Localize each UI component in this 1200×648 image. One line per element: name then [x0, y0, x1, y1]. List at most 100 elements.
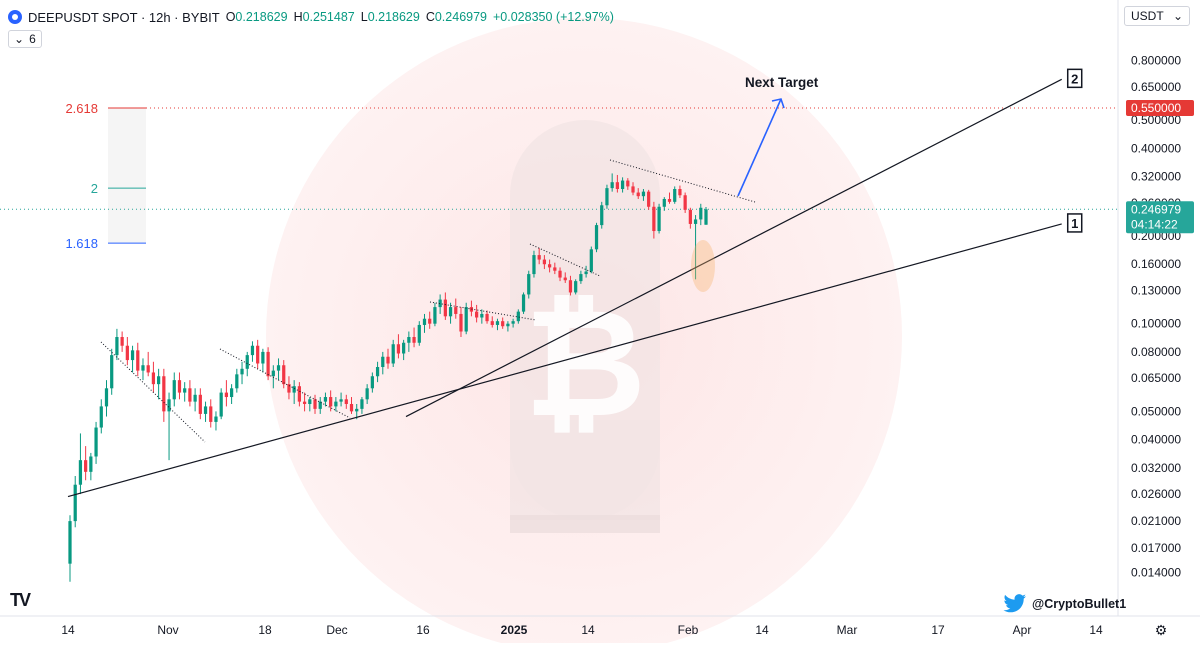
candle[interactable] — [542, 255, 547, 270]
candle[interactable] — [256, 339, 260, 369]
candle[interactable] — [177, 372, 182, 400]
resistance-trendline[interactable] — [529, 243, 601, 277]
candle[interactable] — [292, 380, 296, 404]
candle[interactable] — [631, 182, 635, 196]
candle[interactable] — [110, 348, 114, 395]
symbol-icon[interactable] — [8, 10, 22, 24]
candle[interactable] — [391, 339, 395, 368]
candle[interactable] — [521, 292, 526, 314]
candle[interactable] — [584, 265, 588, 278]
candle[interactable] — [261, 348, 265, 373]
candle[interactable] — [652, 201, 656, 239]
candle[interactable] — [136, 342, 140, 377]
candle[interactable] — [553, 262, 557, 275]
candle[interactable] — [620, 177, 625, 193]
resistance-trendline[interactable] — [609, 159, 756, 203]
candle[interactable] — [297, 382, 301, 407]
candle[interactable] — [693, 215, 698, 280]
tradingview-logo-icon[interactable]: TV — [10, 590, 31, 610]
candle[interactable] — [167, 392, 171, 461]
candle[interactable] — [448, 302, 453, 324]
candle[interactable] — [527, 270, 531, 299]
candle[interactable] — [673, 186, 677, 204]
candle[interactable] — [454, 298, 458, 319]
candle[interactable] — [276, 358, 281, 381]
candle[interactable] — [329, 390, 333, 412]
trendline-label-box[interactable] — [1066, 68, 1083, 89]
candle[interactable] — [68, 515, 72, 582]
candle[interactable] — [402, 339, 406, 361]
candle[interactable] — [699, 203, 703, 226]
candle[interactable] — [433, 302, 437, 327]
candle[interactable] — [89, 452, 93, 481]
candle[interactable] — [532, 250, 536, 278]
candle[interactable] — [344, 394, 348, 409]
candle[interactable] — [130, 345, 135, 373]
candle[interactable] — [511, 318, 515, 328]
candle[interactable] — [266, 347, 270, 381]
candle[interactable] — [641, 188, 646, 201]
candle[interactable] — [151, 361, 156, 393]
candle[interactable] — [318, 397, 322, 414]
next-target-arrow[interactable] — [737, 98, 782, 197]
candle[interactable] — [396, 334, 401, 359]
candle[interactable] — [209, 399, 213, 428]
candle[interactable] — [229, 384, 234, 404]
candle[interactable] — [146, 351, 150, 377]
candle[interactable] — [302, 392, 307, 412]
candle[interactable] — [600, 201, 604, 229]
candle[interactable] — [323, 392, 328, 407]
candle[interactable] — [615, 174, 619, 193]
candle[interactable] — [428, 311, 432, 329]
candle[interactable] — [282, 360, 286, 389]
candle[interactable] — [370, 372, 374, 393]
candle[interactable] — [224, 380, 229, 407]
candle[interactable] — [662, 197, 666, 211]
candle[interactable] — [157, 368, 161, 400]
candle[interactable] — [365, 384, 369, 404]
candle[interactable] — [485, 310, 489, 324]
candle[interactable] — [349, 397, 354, 414]
candle[interactable] — [183, 382, 187, 402]
candle[interactable] — [141, 358, 145, 381]
candle[interactable] — [480, 309, 484, 324]
candle[interactable] — [547, 259, 552, 273]
candle[interactable] — [568, 275, 573, 296]
candle[interactable] — [381, 351, 385, 375]
candle[interactable] — [438, 294, 442, 314]
candle[interactable] — [104, 380, 109, 417]
candle[interactable] — [172, 372, 176, 407]
candle[interactable] — [198, 388, 202, 420]
candle[interactable] — [188, 380, 192, 407]
trendline-2[interactable] — [405, 78, 1062, 418]
candle[interactable] — [589, 246, 593, 274]
candle[interactable] — [203, 401, 208, 422]
candle[interactable] — [558, 267, 562, 282]
candle[interactable] — [334, 397, 338, 412]
trendline-label-box[interactable] — [1066, 213, 1083, 233]
candle[interactable] — [240, 361, 244, 385]
candle[interactable] — [657, 203, 661, 234]
candle[interactable] — [120, 331, 124, 352]
candle[interactable] — [579, 270, 583, 284]
candle[interactable] — [490, 316, 494, 328]
candle[interactable] — [636, 188, 640, 199]
candle[interactable] — [313, 394, 317, 414]
candle[interactable] — [605, 184, 609, 209]
candle[interactable] — [459, 307, 463, 338]
candle[interactable] — [355, 403, 359, 420]
resistance-trendline[interactable] — [219, 348, 351, 419]
candle[interactable] — [287, 376, 291, 400]
candle[interactable] — [99, 399, 103, 434]
candle[interactable] — [704, 207, 708, 225]
candle[interactable] — [412, 327, 416, 348]
candle[interactable] — [678, 185, 682, 199]
candle[interactable] — [647, 189, 651, 210]
candle[interactable] — [73, 475, 77, 528]
candle[interactable] — [667, 192, 672, 204]
currency-selector[interactable]: USDT ⌄ — [1124, 6, 1190, 26]
candle[interactable] — [94, 421, 98, 464]
candle[interactable] — [683, 192, 687, 213]
candle[interactable] — [594, 222, 599, 253]
